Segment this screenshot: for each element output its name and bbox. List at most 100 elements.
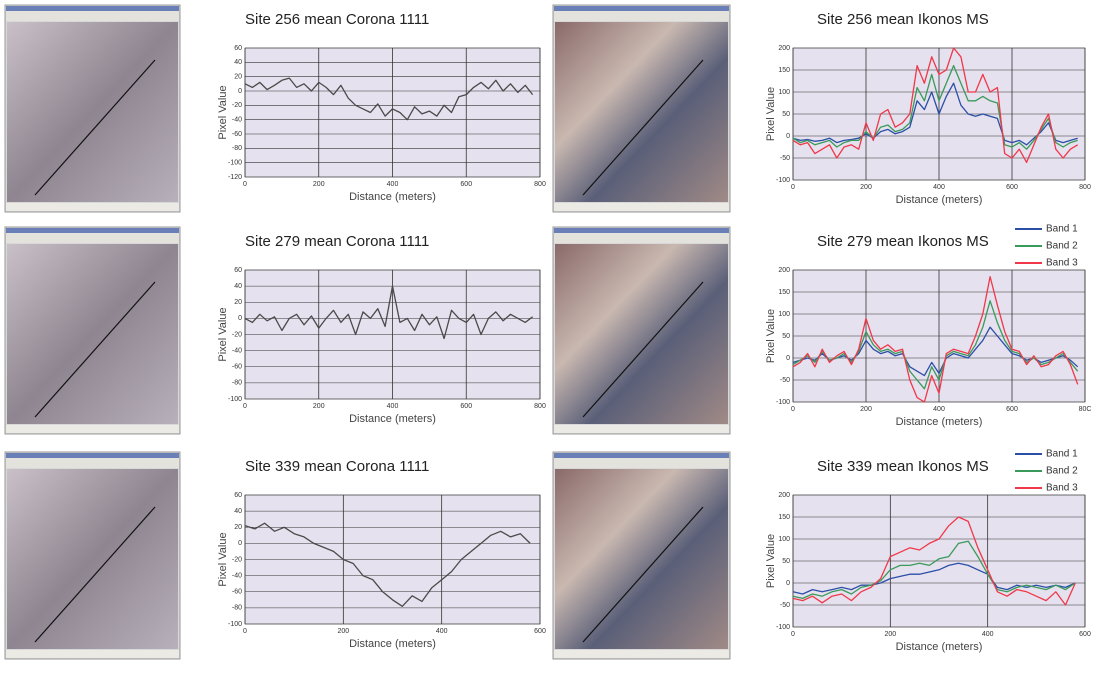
screenshot-toolbar <box>6 458 179 468</box>
chart-title: Site 279 mean Corona 1111 <box>245 233 429 250</box>
x-axis-label: Distance (meters) <box>349 413 436 425</box>
x-tick-label: 400 <box>933 184 945 191</box>
x-tick-label: 400 <box>387 181 399 188</box>
x-axis-label: Distance (meters) <box>896 641 983 653</box>
legend-label: Band 1 <box>1046 449 1078 460</box>
x-tick-label: 800 <box>534 403 546 410</box>
screenshot-statusbar <box>6 650 179 658</box>
data-line <box>244 522 531 607</box>
screenshot-toolbar <box>554 11 729 21</box>
y-tick-label: -100 <box>776 399 790 406</box>
x-tick-label: 200 <box>313 181 325 188</box>
x-tick-label: 80C <box>1079 406 1092 413</box>
x-axis-label: Distance (meters) <box>349 191 436 203</box>
profile-line <box>34 281 156 418</box>
x-tick-label: 0 <box>791 406 795 413</box>
x-axis-label: Distance (meters) <box>896 416 983 428</box>
profile-line <box>34 59 156 196</box>
y-tick-label: 20 <box>234 299 242 306</box>
y-tick-label: -20 <box>232 556 242 563</box>
y-tick-label: -100 <box>228 160 242 167</box>
data-line <box>792 82 1078 146</box>
x-tick-label: 600 <box>460 403 472 410</box>
y-tick-label: -80 <box>232 605 242 612</box>
y-tick-label: 20 <box>234 74 242 81</box>
y-axis-label: Pixel Value <box>217 307 229 361</box>
chart-title: Site 256 mean Corona 1111 <box>245 11 429 28</box>
y-tick-label: 150 <box>778 289 790 296</box>
x-tick-label: 0 <box>243 181 247 188</box>
x-tick-label: 0 <box>243 628 247 635</box>
screenshot-titlebar <box>6 453 179 458</box>
y-axis-label: Pixel Value <box>765 309 777 363</box>
x-tick-label: 400 <box>933 406 945 413</box>
y-axis-label: Pixel Value <box>217 532 229 586</box>
x-tick-label: 200 <box>313 403 325 410</box>
profile-line <box>582 506 704 643</box>
x-tick-label: 800 <box>534 181 546 188</box>
y-tick-label: -100 <box>228 396 242 403</box>
x-tick-label: 0 <box>791 631 795 638</box>
y-tick-label: 0 <box>786 355 790 362</box>
screenshot-statusbar <box>554 203 729 211</box>
y-tick-label: 60 <box>234 45 242 52</box>
data-line <box>792 540 1076 600</box>
chart-title: Site 339 mean Ikonos MS <box>817 458 989 475</box>
data-line <box>792 326 1079 377</box>
screenshot-toolbar <box>6 233 179 243</box>
x-tick-label: 600 <box>534 628 546 635</box>
x-tick-label: 600 <box>1006 406 1018 413</box>
y-tick-label: 0 <box>786 580 790 587</box>
x-tick-label: 400 <box>387 403 399 410</box>
data-line <box>792 275 1079 403</box>
y-tick-label: -20 <box>232 331 242 338</box>
y-tick-label: 0 <box>238 315 242 322</box>
y-tick-label: 40 <box>234 508 242 515</box>
y-tick-label: -120 <box>228 174 242 181</box>
screenshot-toolbar <box>554 233 729 243</box>
y-tick-label: 100 <box>778 89 790 96</box>
y-tick-label: 50 <box>782 558 790 565</box>
y-tick-label: 40 <box>234 283 242 290</box>
screenshot-image <box>7 244 178 424</box>
legend-label: Band 2 <box>1046 466 1078 477</box>
y-tick-label: 60 <box>234 492 242 499</box>
y-tick-label: -80 <box>232 145 242 152</box>
chart-title: Site 256 mean Ikonos MS <box>817 11 989 28</box>
profile-line <box>582 281 704 418</box>
y-tick-label: -50 <box>780 377 790 384</box>
y-axis-label: Pixel Value <box>765 534 777 588</box>
y-tick-label: 100 <box>778 311 790 318</box>
x-axis-label: Distance (meters) <box>896 194 983 206</box>
y-tick-label: -100 <box>228 621 242 628</box>
screenshot-image <box>555 22 728 202</box>
y-tick-label: 20 <box>234 524 242 531</box>
x-tick-label: 800 <box>1079 184 1091 191</box>
chart-title: Site 339 mean Corona 1111 <box>245 458 429 475</box>
y-tick-label: -40 <box>232 117 242 124</box>
x-tick-label: 200 <box>884 631 896 638</box>
y-tick-label: 40 <box>234 59 242 66</box>
screenshot-statusbar <box>6 203 179 211</box>
legend-label: Band 2 <box>1046 241 1078 252</box>
y-tick-label: 0 <box>238 88 242 95</box>
x-tick-label: 600 <box>1079 631 1091 638</box>
y-tick-label: -100 <box>776 624 790 631</box>
y-axis-label: Pixel Value <box>765 87 777 141</box>
y-tick-label: 200 <box>778 45 790 52</box>
y-tick-label: 0 <box>786 133 790 140</box>
x-tick-label: 0 <box>791 184 795 191</box>
screenshot-image <box>7 22 178 202</box>
data-line <box>792 516 1076 606</box>
data-line <box>244 77 534 121</box>
y-tick-label: -50 <box>780 602 790 609</box>
y-tick-label: 50 <box>782 333 790 340</box>
x-tick-label: 400 <box>436 628 448 635</box>
screenshot-statusbar <box>554 650 729 658</box>
screenshot-titlebar <box>6 228 179 233</box>
y-tick-label: -100 <box>776 177 790 184</box>
screenshot-image <box>555 469 728 649</box>
screenshot-titlebar <box>554 6 729 11</box>
